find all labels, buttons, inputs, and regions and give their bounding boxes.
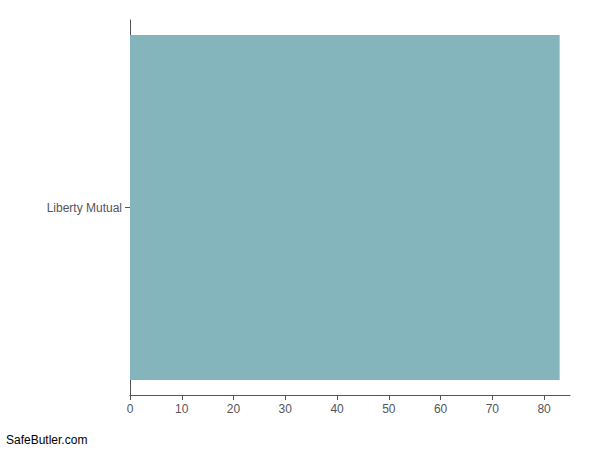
svg-text:0: 0	[127, 402, 134, 416]
svg-text:70: 70	[486, 402, 500, 416]
svg-text:Liberty Mutual: Liberty Mutual	[47, 201, 122, 215]
svg-text:50: 50	[382, 402, 396, 416]
svg-text:30: 30	[279, 402, 293, 416]
svg-text:60: 60	[434, 402, 448, 416]
svg-text:10: 10	[175, 402, 189, 416]
svg-text:80: 80	[537, 402, 551, 416]
svg-text:SafeButler.com: SafeButler.com	[6, 433, 87, 447]
svg-text:40: 40	[330, 402, 344, 416]
svg-text:20: 20	[227, 402, 241, 416]
